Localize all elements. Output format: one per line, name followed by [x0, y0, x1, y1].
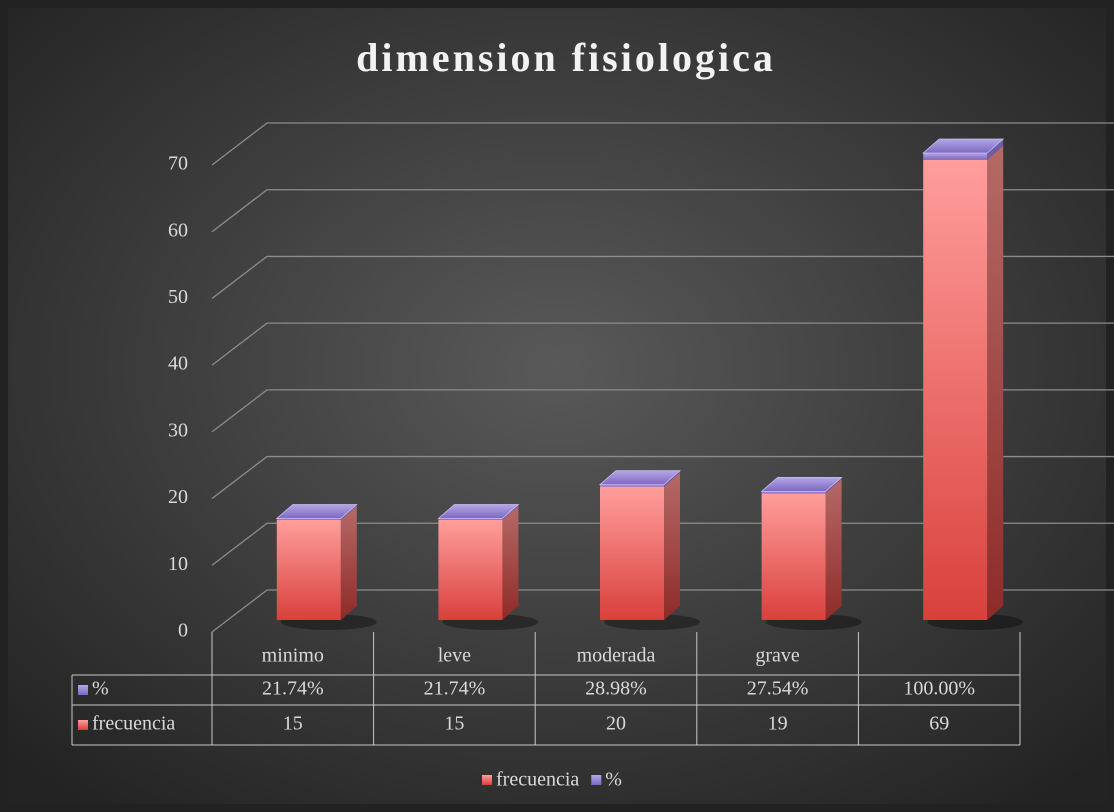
table-cell: 21.74% [424, 678, 486, 700]
bar-top [437, 504, 520, 519]
y-tick-label: 0 [178, 620, 188, 642]
x-tick-label: minimo [262, 645, 324, 667]
y-tick-label: 70 [168, 153, 188, 175]
grid-line-side [211, 189, 268, 233]
table-cell: 19 [768, 713, 788, 735]
bar [276, 518, 341, 520]
y-tick-label: 40 [168, 353, 188, 375]
table-cell: 69 [929, 713, 949, 735]
bar [923, 159, 988, 620]
bar [761, 491, 826, 494]
bar [600, 486, 664, 620]
table-cell: 20 [606, 713, 626, 735]
table-cell: 27.54% [747, 678, 809, 700]
legend-key [482, 775, 492, 785]
legend-key [591, 775, 602, 785]
bar-top [275, 504, 358, 519]
chart-title: dimension fisiologica [356, 35, 776, 80]
grid-line-side [211, 522, 268, 566]
bar-top [760, 477, 843, 492]
bar-side [987, 145, 1004, 620]
x-tick-label: grave [755, 645, 800, 667]
legend-label: frecuencia [496, 769, 579, 791]
grid-line-side [211, 122, 268, 166]
bar-side [825, 479, 842, 620]
bar [276, 519, 341, 620]
table-cell: 15 [283, 713, 303, 735]
y-tick-label: 30 [168, 419, 188, 441]
y-tick-label: 50 [168, 286, 188, 308]
bar [438, 519, 503, 620]
bar-top [598, 470, 682, 486]
table-cell: 21.74% [262, 678, 324, 700]
grid-line-side [211, 589, 268, 633]
bar [438, 518, 503, 520]
bar-top [922, 138, 1005, 154]
table-cell: 15 [444, 713, 464, 735]
y-tick-label: 60 [168, 219, 188, 241]
x-tick-label: leve [438, 645, 471, 667]
bar-side [987, 139, 1004, 160]
legend-key [78, 720, 88, 730]
table-series-name: frecuencia [92, 713, 175, 735]
table-series-name: % [92, 678, 109, 700]
grid-line-side [211, 456, 268, 500]
bar-side [340, 505, 357, 620]
bar-side [502, 505, 519, 620]
table-cell: 28.98% [585, 678, 647, 700]
y-tick-label: 10 [168, 553, 188, 575]
bar [761, 493, 826, 620]
background [8, 8, 1106, 804]
bar-side [664, 472, 680, 620]
bar [923, 153, 988, 160]
legend-label: % [605, 769, 622, 791]
grid-line-side [211, 255, 268, 299]
y-tick-label: 20 [168, 486, 188, 508]
x-tick-label: moderada [577, 645, 656, 667]
bar [600, 484, 664, 487]
table-cell: 100.00% [903, 678, 975, 700]
grid-line-side [211, 322, 268, 366]
grid-line-side [211, 389, 268, 433]
legend-key [78, 685, 88, 695]
